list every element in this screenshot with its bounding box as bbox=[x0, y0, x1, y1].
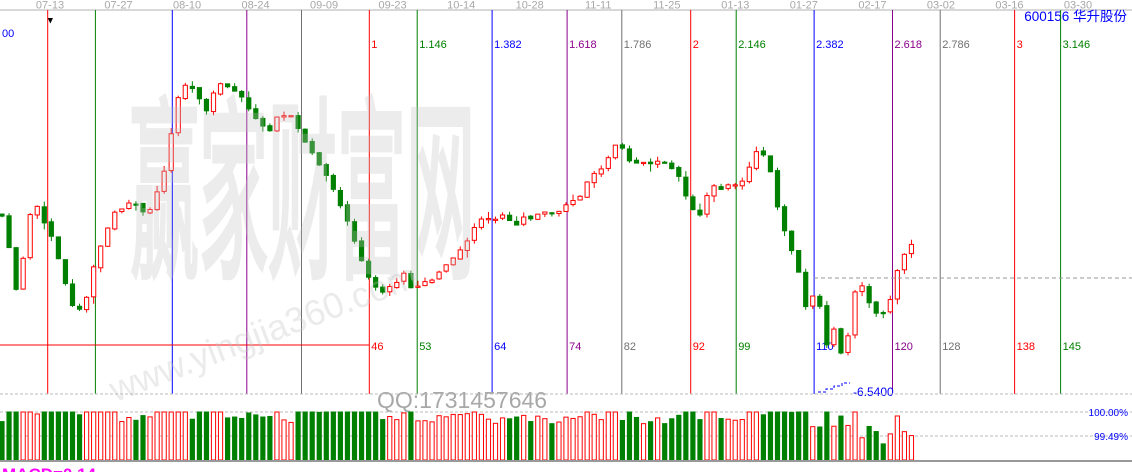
svg-text:01-13: 01-13 bbox=[721, 0, 749, 12]
svg-text:08-24: 08-24 bbox=[242, 0, 270, 12]
svg-text:1.786: 1.786 bbox=[624, 39, 652, 51]
svg-text:2.382: 2.382 bbox=[816, 39, 844, 51]
svg-text:赢家财富网: 赢家财富网 bbox=[130, 86, 475, 304]
svg-text:MACD=0.14: MACD=0.14 bbox=[2, 465, 97, 472]
svg-text:53: 53 bbox=[419, 341, 431, 353]
svg-text:74: 74 bbox=[569, 341, 581, 353]
svg-text:10-14: 10-14 bbox=[447, 0, 475, 12]
svg-text:600156 华升股份: 600156 华升股份 bbox=[1024, 9, 1127, 24]
svg-text:-6.5400: -6.5400 bbox=[853, 385, 894, 399]
svg-text:3: 3 bbox=[1017, 39, 1023, 51]
svg-text:08-10: 08-10 bbox=[173, 0, 201, 12]
svg-text:99: 99 bbox=[738, 341, 750, 353]
svg-text:02-17: 02-17 bbox=[858, 0, 886, 12]
svg-text:11-25: 11-25 bbox=[653, 0, 680, 12]
svg-text:128: 128 bbox=[942, 341, 960, 353]
svg-text:07-27: 07-27 bbox=[104, 0, 132, 12]
svg-text:1: 1 bbox=[371, 39, 377, 51]
svg-text:100.00%: 100.00% bbox=[1089, 408, 1129, 419]
svg-text:00: 00 bbox=[2, 28, 14, 40]
svg-text:1.146: 1.146 bbox=[419, 39, 447, 51]
svg-text:03-16: 03-16 bbox=[995, 0, 1023, 12]
svg-text:09-09: 09-09 bbox=[310, 0, 338, 12]
svg-text:09-23: 09-23 bbox=[379, 0, 407, 12]
svg-text:QQ:1731457646: QQ:1731457646 bbox=[377, 387, 547, 413]
svg-text:03-02: 03-02 bbox=[927, 0, 955, 12]
svg-text:2.146: 2.146 bbox=[738, 39, 766, 51]
svg-text:07-13: 07-13 bbox=[36, 0, 64, 12]
svg-text:10-28: 10-28 bbox=[516, 0, 544, 12]
svg-text:2.618: 2.618 bbox=[895, 39, 923, 51]
svg-text:46: 46 bbox=[371, 341, 383, 353]
svg-text:99.49%: 99.49% bbox=[1094, 432, 1128, 443]
svg-text:145: 145 bbox=[1063, 341, 1081, 353]
svg-text:1.382: 1.382 bbox=[494, 39, 522, 51]
svg-text:138: 138 bbox=[1017, 341, 1035, 353]
svg-text:1.618: 1.618 bbox=[569, 39, 597, 51]
svg-text:64: 64 bbox=[494, 341, 506, 353]
svg-text:92: 92 bbox=[693, 341, 705, 353]
svg-text:01-27: 01-27 bbox=[790, 0, 818, 12]
svg-text:3.146: 3.146 bbox=[1063, 39, 1091, 51]
svg-text:2: 2 bbox=[693, 39, 699, 51]
svg-text:2.786: 2.786 bbox=[942, 39, 970, 51]
svg-text:11-11: 11-11 bbox=[585, 0, 612, 12]
svg-text:82: 82 bbox=[624, 341, 636, 353]
svg-text:120: 120 bbox=[895, 341, 913, 353]
